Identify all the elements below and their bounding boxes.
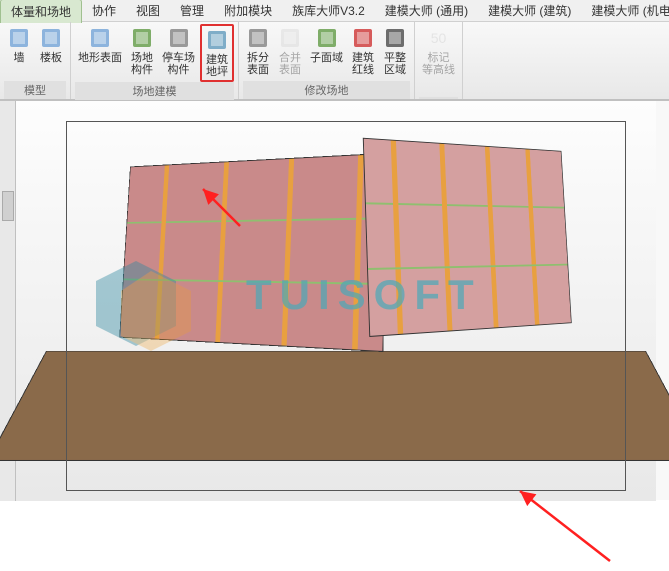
- floor-button[interactable]: 楼板: [36, 24, 66, 81]
- split-surface-icon: [246, 26, 270, 50]
- subregion-icon: [315, 26, 339, 50]
- split-surface-button[interactable]: 拆分 表面: [243, 24, 273, 81]
- graded-region-icon: [383, 26, 407, 50]
- parking-component-icon: [167, 26, 191, 50]
- site-component-label: 场地 构件: [131, 52, 153, 76]
- building-line-button[interactable]: 建筑 红线: [348, 24, 378, 81]
- site-component-icon: [130, 26, 154, 50]
- group-site-label: 场地建模: [75, 82, 234, 100]
- site-component-button[interactable]: 场地 构件: [127, 24, 157, 82]
- group-modify-site-label: 修改场地: [243, 81, 410, 99]
- tab-7[interactable]: 建模大师 (建筑): [478, 0, 581, 22]
- merge-icon: [278, 26, 302, 50]
- tab-5[interactable]: 族库大师V3.2: [282, 0, 375, 22]
- wall-icon: [7, 26, 31, 50]
- building-line-label: 建筑 红线: [352, 52, 374, 76]
- tab-1[interactable]: 协作: [82, 0, 126, 22]
- tab-4[interactable]: 附加模块: [214, 0, 282, 22]
- group-label: 50标记 等高线: [415, 22, 463, 99]
- topo-surface-label: 地形表面: [78, 52, 122, 64]
- parking-component-button[interactable]: 停车场 构件: [159, 24, 198, 82]
- wall-label: 墙: [14, 52, 25, 64]
- tab-3[interactable]: 管理: [170, 0, 214, 22]
- viewport[interactable]: TUISOFT: [0, 100, 669, 500]
- group-modify-site: 拆分 表面合并 表面子面域建筑 红线平整 区域修改场地: [239, 22, 415, 99]
- annotation-arrow-1: [195, 181, 245, 231]
- group-model: 墙 楼板模型: [0, 22, 71, 99]
- tab-0[interactable]: 体量和场地: [0, 0, 82, 23]
- ribbon: 墙楼板模型地形表面场地 构件停车场 构件建筑 地坪场地建模拆分 表面合并 表面子…: [0, 22, 669, 100]
- group-model-label: 模型: [4, 81, 66, 99]
- ribbon-tabs: 体量和场地协作视图管理附加模块族库大师V3.2建模大师 (通用)建模大师 (建筑…: [0, 0, 669, 22]
- viewport-3d[interactable]: TUISOFT: [16, 101, 656, 501]
- subregion-button[interactable]: 子面域: [307, 24, 346, 81]
- annotation-arrow-2: [500, 471, 620, 571]
- graded-region-button[interactable]: 平整 区域: [380, 24, 410, 81]
- tab-2[interactable]: 视图: [126, 0, 170, 22]
- subregion-label: 子面域: [310, 52, 343, 64]
- building-line-icon: [351, 26, 375, 50]
- building-pad-icon: [205, 28, 229, 52]
- tab-8[interactable]: 建模大师 (机电): [581, 0, 669, 22]
- building-pad-label: 建筑 地坪: [206, 54, 228, 78]
- group-site: 地形表面场地 构件停车场 构件建筑 地坪场地建模: [71, 22, 239, 99]
- watermark-logo: [96, 251, 216, 354]
- floor-icon: [39, 26, 63, 50]
- building-pad-button[interactable]: 建筑 地坪: [200, 24, 234, 82]
- topo-surface-icon: [88, 26, 112, 50]
- graded-region-label: 平整 区域: [384, 52, 406, 76]
- label-fifty-label: 标记 等高线: [422, 52, 455, 76]
- merge-label: 合并 表面: [279, 52, 301, 76]
- wall-button[interactable]: 墙: [4, 24, 34, 81]
- label-fifty-button: 50标记 等高线: [419, 24, 458, 97]
- group-label-label: [419, 97, 458, 99]
- topo-surface-button[interactable]: 地形表面: [75, 24, 125, 82]
- floor-label: 楼板: [40, 52, 62, 64]
- tab-6[interactable]: 建模大师 (通用): [375, 0, 478, 22]
- split-surface-label: 拆分 表面: [247, 52, 269, 76]
- merge-button: 合并 表面: [275, 24, 305, 81]
- watermark-text: TUISOFT: [246, 271, 482, 319]
- label-fifty-icon: 50: [427, 26, 451, 50]
- panel-expand-handle[interactable]: [2, 191, 14, 221]
- parking-component-label: 停车场 构件: [162, 52, 195, 76]
